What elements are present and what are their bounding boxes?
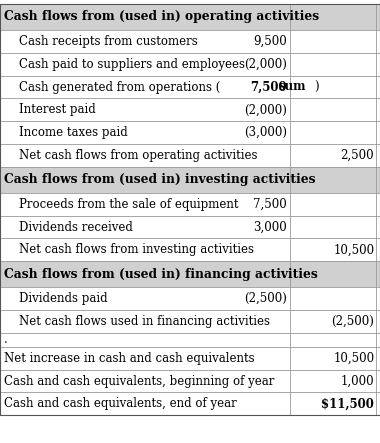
- Bar: [0, 76, 380, 98]
- Bar: [0, 30, 380, 53]
- Text: Dividends paid: Dividends paid: [19, 292, 108, 305]
- Text: Interest paid: Interest paid: [19, 103, 96, 117]
- Text: Cash generated from operations (: Cash generated from operations (: [19, 81, 220, 93]
- Text: 3,000: 3,000: [253, 221, 287, 233]
- Bar: [0, 216, 380, 238]
- Text: 2,500: 2,500: [341, 149, 374, 162]
- Text: 9,500: 9,500: [253, 35, 287, 48]
- Text: Cash and cash equivalents, end of year: Cash and cash equivalents, end of year: [4, 397, 236, 410]
- Text: Income taxes paid: Income taxes paid: [19, 126, 128, 139]
- Bar: [0, 333, 380, 347]
- Text: Cash receipts from customers: Cash receipts from customers: [19, 35, 198, 48]
- Bar: [0, 287, 380, 310]
- Text: ): ): [314, 81, 319, 93]
- Text: 10,500: 10,500: [333, 243, 374, 256]
- Text: (2,000): (2,000): [244, 103, 287, 117]
- Bar: [0, 53, 380, 76]
- Text: (2,000): (2,000): [244, 58, 287, 71]
- Text: Net cash flows from investing activities: Net cash flows from investing activities: [19, 243, 254, 256]
- Text: $11,500: $11,500: [321, 397, 374, 410]
- Bar: [0, 369, 380, 392]
- Text: Net cash flows used in financing activities: Net cash flows used in financing activit…: [19, 315, 270, 328]
- Bar: [0, 167, 380, 193]
- Bar: [0, 4, 380, 30]
- Text: Net cash flows from operating activities: Net cash flows from operating activities: [19, 149, 258, 162]
- Text: Cash paid to suppliers and employees: Cash paid to suppliers and employees: [19, 58, 245, 71]
- Bar: [0, 238, 380, 261]
- Text: (3,000): (3,000): [244, 126, 287, 139]
- Text: 7,500: 7,500: [253, 198, 287, 211]
- Bar: [0, 144, 380, 167]
- Text: Dividends received: Dividends received: [19, 221, 133, 233]
- Text: 7,500: 7,500: [250, 81, 287, 93]
- Text: (2,500): (2,500): [244, 292, 287, 305]
- Bar: [0, 121, 380, 144]
- Bar: [0, 193, 380, 216]
- Text: (2,500): (2,500): [331, 315, 374, 328]
- Text: Proceeds from the sale of equipment: Proceeds from the sale of equipment: [19, 198, 239, 211]
- Bar: [0, 310, 380, 333]
- Text: 1,000: 1,000: [341, 374, 374, 388]
- Text: Cash flows from (used in) financing activities: Cash flows from (used in) financing acti…: [4, 268, 318, 281]
- Text: Net increase in cash and cash equivalents: Net increase in cash and cash equivalent…: [4, 352, 255, 365]
- Text: Cash flows from (used in) investing activities: Cash flows from (used in) investing acti…: [4, 173, 315, 187]
- Text: Cash flows from (used in) operating activities: Cash flows from (used in) operating acti…: [4, 11, 319, 23]
- Bar: [0, 392, 380, 415]
- Text: sum: sum: [279, 81, 306, 93]
- Bar: [0, 261, 380, 287]
- Text: .: .: [4, 333, 8, 346]
- Bar: [0, 98, 380, 121]
- Text: Cash and cash equivalents, beginning of year: Cash and cash equivalents, beginning of …: [4, 374, 274, 388]
- Bar: [0, 347, 380, 369]
- Text: 10,500: 10,500: [333, 352, 374, 365]
